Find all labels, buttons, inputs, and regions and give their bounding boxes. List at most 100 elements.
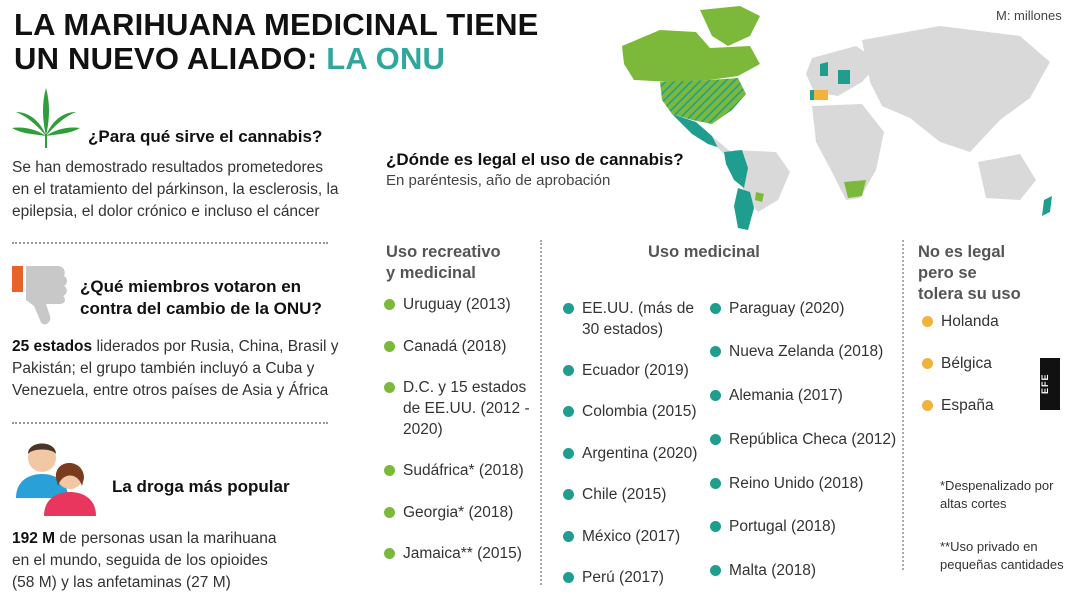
footnote-2: **Uso privado en pequeñas cantidades: [940, 539, 1064, 572]
list-item: Reino Unido (2018): [710, 473, 863, 494]
recreational-heading: Uso recreativo y medicinal: [386, 242, 501, 284]
list-item: Alemania (2017): [710, 385, 843, 406]
list-item: Bélgica: [922, 353, 992, 374]
legend-dot: [384, 382, 395, 393]
votes-line-1: 25 estados liderados por Rusia, China, B…: [12, 336, 339, 358]
legend-dot: [384, 465, 395, 476]
title-highlight: LA ONU: [326, 41, 446, 76]
uses-body: Se han demostrado resultados prometedore…: [12, 157, 339, 223]
popular-heading: La droga más popular: [112, 477, 290, 496]
legend-dot: [384, 341, 395, 352]
new-zealand-shape: [1042, 196, 1052, 216]
recreational-heading-line-1: Uso recreativo: [386, 243, 501, 261]
list-item: Colombia (2015): [563, 401, 697, 422]
list-item: Argentina (2020): [563, 443, 697, 464]
popular-body: 192 M de personas usan la marihuana en e…: [12, 528, 277, 594]
legend-dot: [710, 434, 721, 445]
legend-dot: [563, 531, 574, 542]
title-line-2: UN NUEVO ALIADO: LA ONU: [14, 42, 539, 76]
list-item: Nueva Zelanda (2018): [710, 341, 883, 362]
votes-heading: ¿Qué miembros votaron en contra del camb…: [80, 276, 322, 320]
list-item: Portugal (2018): [710, 516, 836, 537]
list-item: Holanda: [922, 311, 999, 332]
legal-subtitle: En paréntesis, año de aprobación: [386, 172, 611, 189]
central-america-shape: [712, 136, 732, 154]
legend-dot: [563, 489, 574, 500]
title-prefix: UN NUEVO ALIADO:: [14, 41, 327, 76]
legend-dot: [922, 316, 933, 327]
list-item: México (2017): [563, 526, 680, 547]
votes-count: 25 estados: [12, 338, 93, 355]
legend-dot: [710, 346, 721, 357]
canada-shape: [622, 30, 760, 82]
list-item: Ecuador (2019): [563, 360, 689, 381]
legend-dot: [563, 406, 574, 417]
list-item: Perú (2017): [563, 567, 664, 588]
votes-line-2: Pakistán; el grupo también incluyó a Cub…: [12, 360, 315, 377]
column-divider-2: [902, 240, 904, 570]
uses-line-1: Se han demostrado resultados prometedore…: [12, 159, 324, 176]
usa-shape: [660, 78, 746, 124]
votes-heading-line-2: contra del cambio de la ONU?: [80, 299, 322, 318]
medicinal-heading: Uso medicinal: [648, 243, 760, 261]
south-africa-shape: [844, 180, 866, 198]
list-item: Chile (2015): [563, 484, 666, 505]
list-item: Paraguay (2020): [710, 298, 844, 319]
world-map: [622, 6, 1052, 230]
list-item: Sudáfrica* (2018): [384, 460, 524, 481]
africa-shape: [812, 104, 884, 200]
legend-dot: [563, 572, 574, 583]
votes-body: 25 estados liderados por Rusia, China, B…: [12, 336, 339, 402]
legend-dot: [710, 478, 721, 489]
legend-dot: [384, 507, 395, 518]
tolerated-heading-line-3: tolera su uso: [918, 285, 1021, 303]
greenland-shape: [700, 6, 760, 46]
list-item: Uruguay (2013): [384, 294, 511, 315]
page-title: LA MARIHUANA MEDICINAL TIENE UN NUEVO AL…: [14, 8, 539, 76]
divider-1: [12, 242, 328, 244]
people-icon: [16, 443, 96, 516]
popular-line-2: en el mundo, seguida de los opioides: [12, 552, 268, 569]
votes-line-1-text: liderados por Rusia, China, Brasil y: [92, 338, 339, 355]
credit-logo: EFE: [1040, 358, 1060, 410]
argentina-chile: [734, 188, 754, 230]
uk-shape: [820, 62, 828, 76]
uses-heading: ¿Para qué sirve el cannabis?: [88, 127, 323, 146]
portugal-shape: [810, 90, 814, 100]
list-item: Jamaica** (2015): [384, 543, 522, 564]
votes-line-3: Venezuela, entre otros países de Asia y …: [12, 382, 329, 399]
list-item: España: [922, 395, 994, 416]
legend-dot: [710, 303, 721, 314]
legend-dot: [710, 390, 721, 401]
spain-shape: [814, 90, 828, 100]
legend-dot: [563, 365, 574, 376]
germany-shape: [838, 70, 850, 84]
list-item: Georgia* (2018): [384, 502, 513, 523]
list-item: República Checa (2012): [710, 429, 896, 450]
popular-count: 192 M: [12, 530, 56, 547]
legend-dot: [710, 521, 721, 532]
cannabis-leaf-icon: [12, 88, 80, 148]
colombia-ecuador-peru: [724, 150, 748, 188]
title-line-1: LA MARIHUANA MEDICINAL TIENE: [14, 7, 539, 42]
tolerated-heading: No es legal pero se tolera su uso: [918, 242, 1021, 305]
uses-line-2: en el tratamiento del párkinson, la escl…: [12, 181, 339, 198]
thumbs-down-icon: [12, 266, 67, 325]
legend-dot: [922, 358, 933, 369]
legend-dot: [710, 565, 721, 576]
popular-line-3: (58 M) y las anfetaminas (27 M): [12, 574, 231, 591]
list-item: Canadá (2018): [384, 336, 506, 357]
footnote-1: *Despenalizado por altas cortes: [940, 478, 1054, 511]
column-divider-1: [540, 240, 542, 585]
popular-line-1: 192 M de personas usan la marihuana: [12, 528, 277, 550]
unit-note: M: millones: [996, 8, 1062, 23]
legend-dot: [563, 303, 574, 314]
divider-2: [12, 422, 328, 424]
legal-question: ¿Dónde es legal el uso de cannabis?: [386, 150, 684, 169]
popular-line-1-text: de personas usan la marihuana: [55, 530, 277, 547]
legend-dot: [384, 548, 395, 559]
legend-dot: [384, 299, 395, 310]
mexico-shape: [672, 114, 720, 148]
recreational-heading-line-2: y medicinal: [386, 264, 476, 282]
legend-dot: [563, 448, 574, 459]
